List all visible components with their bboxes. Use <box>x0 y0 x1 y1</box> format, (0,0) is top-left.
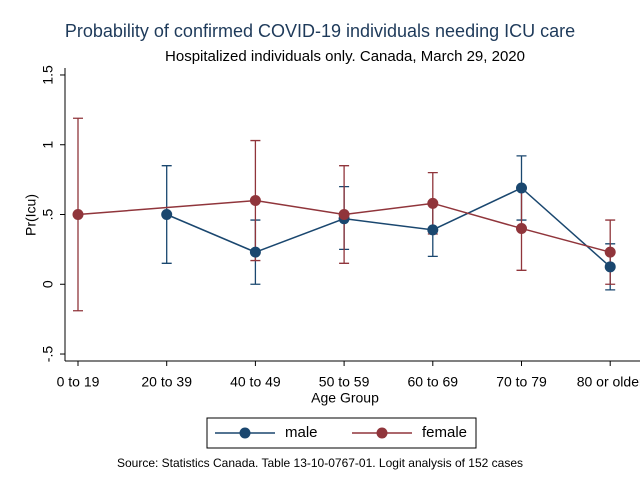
y-axis-title: Pr(Icu) <box>23 194 39 236</box>
point <box>604 246 616 258</box>
point <box>516 182 527 194</box>
y-tick-label: 0 <box>40 280 56 288</box>
y-tick-label: -.5 <box>40 346 56 363</box>
x-tick-label: 60 to 69 <box>407 374 458 390</box>
point <box>249 246 261 258</box>
x-tick-label: 0 to 19 <box>57 374 100 390</box>
y-tick-label: 1.5 <box>40 65 56 85</box>
x-axis-title: Age Group <box>311 390 379 406</box>
legend-marker <box>376 427 388 439</box>
point <box>604 261 616 273</box>
x-tick-label: 80 or older <box>577 374 640 390</box>
y-tick-label: .5 <box>40 208 56 220</box>
point <box>338 209 350 220</box>
legend-label: female <box>422 424 467 441</box>
x-tick-label: 70 to 79 <box>496 374 547 390</box>
chart-title: Probability of confirmed COVID-19 indivi… <box>65 21 575 41</box>
point <box>249 195 261 207</box>
series-line <box>166 187 611 268</box>
x-tick-label: 50 to 59 <box>319 374 370 390</box>
legend-marker <box>239 427 251 439</box>
source-note: Source: Statistics Canada. Table 13-10-0… <box>117 456 523 470</box>
legend-label: male <box>285 424 318 441</box>
point <box>516 222 527 234</box>
series-line <box>77 199 611 253</box>
y-tick-label: 1 <box>40 141 56 149</box>
point <box>427 197 439 209</box>
x-tick-label: 40 to 49 <box>230 374 281 390</box>
point <box>72 209 84 220</box>
x-tick-label: 20 to 39 <box>141 374 192 390</box>
point <box>161 209 173 220</box>
point <box>427 224 439 236</box>
chart-subtitle: Hospitalized individuals only. Canada, M… <box>165 48 525 65</box>
